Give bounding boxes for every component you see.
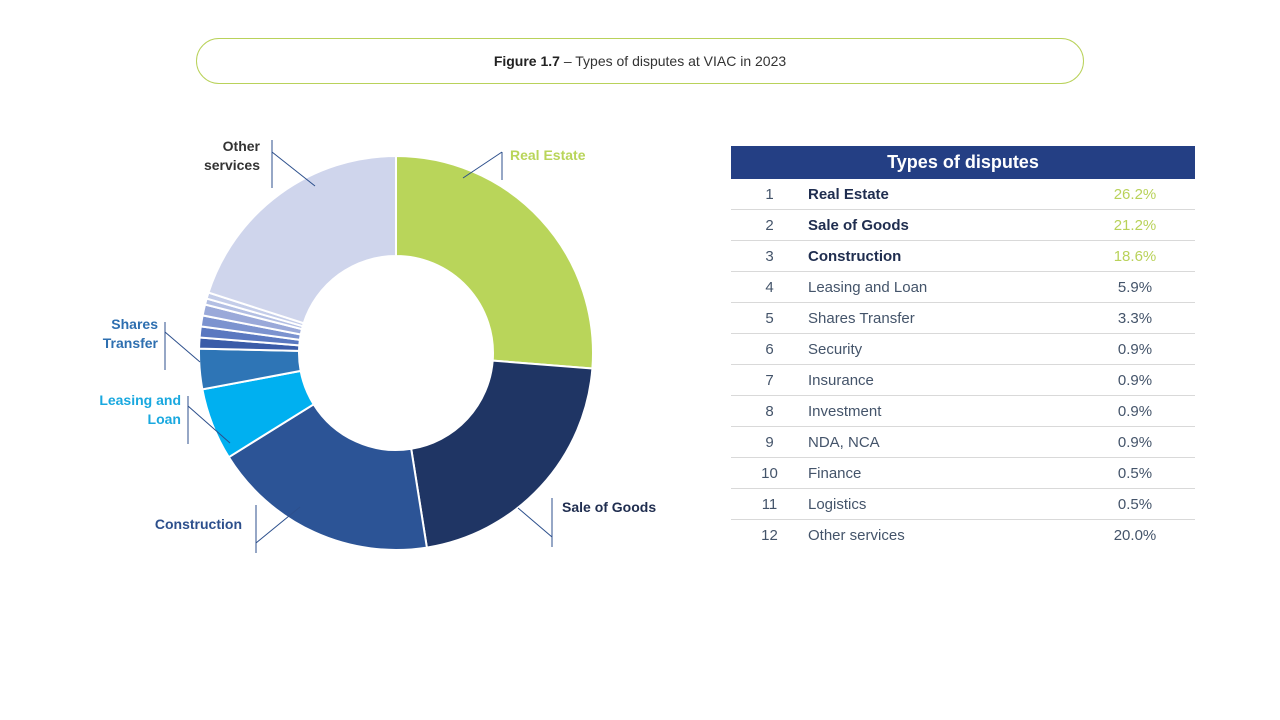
table-cell-name: Logistics bbox=[808, 495, 867, 513]
slice-label: Shares Transfer bbox=[103, 316, 159, 351]
disputes-table: Types of disputes 1 Real Estate 26.2% 2 Sale… bbox=[731, 146, 1195, 550]
table-cell-rank: 10 bbox=[761, 464, 778, 482]
table-cell-pct: 5.9% bbox=[1117, 278, 1153, 296]
table-cell-pct: 0.9% bbox=[1117, 340, 1153, 358]
table-row: 5 Shares Transfer 3.3% bbox=[731, 303, 1195, 334]
slice-construction bbox=[227, 402, 429, 551]
table-cell-pct: 0.5% bbox=[1117, 464, 1153, 482]
table-row: 12 Other services 20.0% bbox=[731, 520, 1195, 550]
slice-label: Leasing and Loan bbox=[99, 392, 181, 427]
table-cell-rank: 8 bbox=[765, 402, 774, 420]
table-row: 9 NDA, NCA 0.9% bbox=[731, 427, 1195, 458]
table-cell-pct: 0.9% bbox=[1117, 433, 1153, 451]
slice-label: Other services bbox=[204, 138, 261, 173]
table-cell-rank: 9 bbox=[765, 433, 774, 451]
table-cell-name: Investment bbox=[808, 402, 882, 420]
leader-line bbox=[462, 151, 503, 179]
leader-line bbox=[517, 507, 553, 538]
table-cell-pct: 0.9% bbox=[1117, 402, 1153, 420]
table-cell-rank: 4 bbox=[765, 278, 774, 296]
table-row: 3 Construction 18.6% bbox=[731, 241, 1195, 272]
leader-line bbox=[271, 151, 316, 187]
slice-label: Real Estate bbox=[510, 147, 586, 163]
table-row: 11 Logistics 0.5% bbox=[731, 489, 1195, 520]
table-cell-name: Other services bbox=[808, 526, 905, 544]
table-row: 2 Sale of Goods 21.2% bbox=[731, 210, 1195, 241]
slice-real-estate bbox=[395, 154, 594, 370]
table-row: 7 Insurance 0.9% bbox=[731, 365, 1195, 396]
table-cell-name: Shares Transfer bbox=[808, 309, 915, 327]
table-cell-rank: 11 bbox=[761, 495, 778, 513]
table-cell-name: Real Estate bbox=[808, 185, 889, 203]
table-cell-rank: 3 bbox=[765, 247, 774, 265]
slice-label: Sale of Goods bbox=[562, 499, 656, 515]
table-cell-rank: 5 bbox=[765, 309, 774, 327]
leader-line bbox=[255, 506, 301, 544]
slice-sale-of-goods bbox=[410, 359, 594, 549]
leader-line bbox=[164, 331, 201, 363]
table-cell-pct: 20.0% bbox=[1113, 526, 1157, 544]
slice-label: Construction bbox=[155, 516, 242, 532]
table-row: 1 Real Estate 26.2% bbox=[731, 179, 1195, 210]
table-row: 8 Investment 0.9% bbox=[731, 396, 1195, 427]
table-cell-pct: 0.9% bbox=[1117, 371, 1153, 389]
table-cell-rank: 12 bbox=[761, 526, 778, 544]
donut-chart: Real Estate Sale of Goods Construction Leas… bbox=[99, 138, 656, 553]
table-cell-pct: 0.5% bbox=[1117, 495, 1153, 513]
table-cell-name: NDA, NCA bbox=[808, 433, 880, 451]
slice-other-services bbox=[207, 154, 397, 325]
table-cell-rank: 7 bbox=[765, 371, 774, 389]
figure-title: – Types of disputes at VIAC in 2023 bbox=[559, 53, 787, 69]
table-cell-name: Sale of Goods bbox=[808, 216, 909, 234]
table-cell-pct: 26.2% bbox=[1113, 185, 1157, 203]
table-cell-rank: 6 bbox=[765, 340, 774, 358]
table-title: Types of disputes bbox=[731, 146, 1195, 179]
table-cell-rank: 2 bbox=[765, 216, 774, 234]
figure-number: Figure 1.7 bbox=[493, 53, 560, 69]
table-cell-name: Insurance bbox=[808, 371, 874, 389]
table-cell-pct: 3.3% bbox=[1117, 309, 1153, 327]
table-cell-pct: 21.2% bbox=[1113, 216, 1157, 234]
figure-caption: Figure 1.7 – Types of disputes at VIAC i… bbox=[196, 38, 1084, 84]
table-row: 6 Security 0.9% bbox=[731, 334, 1195, 365]
leader-line bbox=[187, 405, 231, 444]
table-cell-name: Finance bbox=[808, 464, 862, 482]
table-cell-name: Leasing and Loan bbox=[808, 278, 928, 296]
table-row: 4 Leasing and Loan 5.9% bbox=[731, 272, 1195, 303]
table-cell-name: Security bbox=[808, 340, 863, 358]
table-cell-rank: 1 bbox=[765, 185, 774, 203]
table-row: 10 Finance 0.5% bbox=[731, 458, 1195, 489]
table-cell-name: Construction bbox=[808, 247, 902, 265]
table-cell-pct: 18.6% bbox=[1113, 247, 1157, 265]
